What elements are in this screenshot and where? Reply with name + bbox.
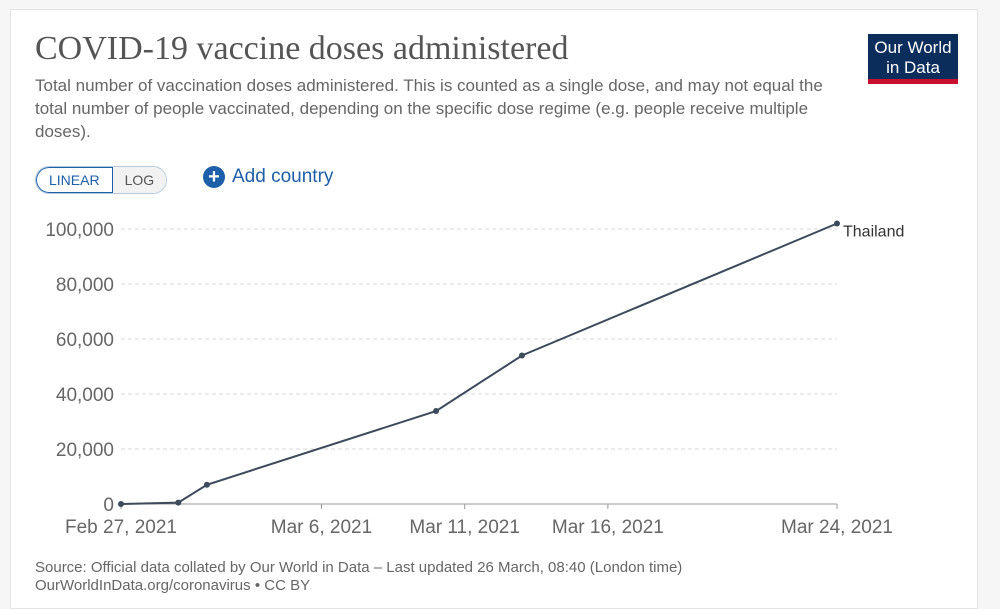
data-point [518,352,525,359]
owid-logo[interactable]: Our World in Data [868,34,958,84]
chart-subtitle: Total number of vaccination doses admini… [35,76,823,141]
x-tick-label: Mar 11, 2021 [409,517,520,538]
y-tick-label: 60,000 [56,330,114,351]
add-country-label: Add country [232,166,334,187]
y-tick-label: 40,000 [56,385,114,406]
x-tick-label: Mar 16, 2021 [552,517,664,538]
series-line [120,222,838,505]
chart-card: COVID-19 vaccine doses administered Tota… [10,9,978,609]
y-tick-label: 20,000 [56,440,114,461]
series-label: Thailand [843,224,904,241]
plus-circle-icon: + [203,166,225,188]
logo-line-1: Our World [874,38,952,57]
source-note: Source: Official data collated by Our Wo… [35,559,682,595]
scale-toggle: LINEAR LOG [35,166,168,194]
y-tick-label: 100,000 [45,220,114,241]
data-point [118,501,124,507]
data-point [203,481,210,488]
x-tick-label: Mar 24, 2021 [781,517,893,538]
y-tick-label: 80,000 [56,275,114,296]
data-point [834,220,840,227]
x-tick-label: Feb 27, 2021 [65,517,177,538]
chart-title: COVID-19 vaccine doses administered [35,30,569,67]
data-point [175,499,182,506]
line-chart: 0 20,000 40,000 60,000 80,000 100,000 Feb 27, … [45,220,904,538]
add-country-button[interactable]: + Add country [203,166,333,188]
source-url[interactable]: OurWorldInData.org/coronavirus • CC BY [35,577,311,594]
x-tick-label: Mar 6, 2021 [271,517,372,538]
data-point [433,408,440,415]
linear-scale-button[interactable]: LINEAR [36,167,113,193]
log-scale-button[interactable]: LOG [112,167,167,193]
logo-line-2: in Data [886,58,940,77]
y-tick-label: 0 [103,495,114,516]
source-text: Source: Official data collated by Our Wo… [35,559,683,576]
